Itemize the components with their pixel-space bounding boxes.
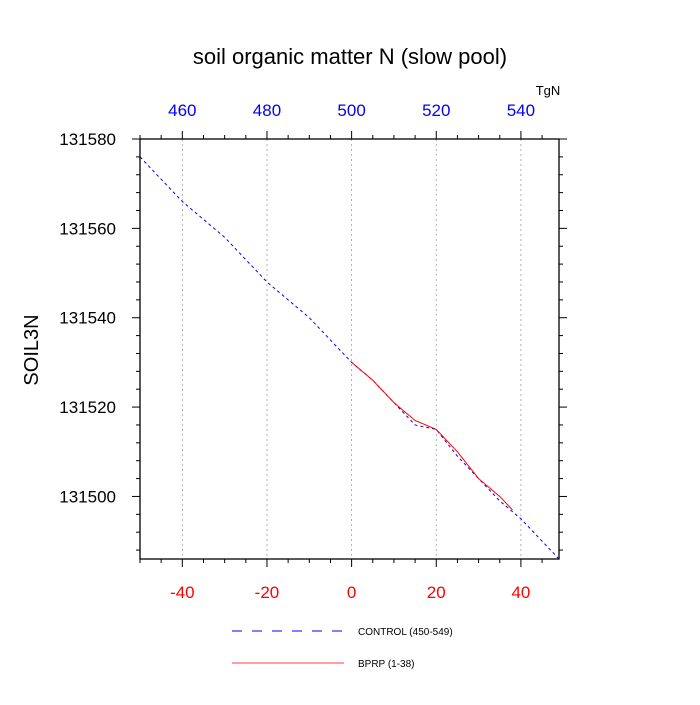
legend: CONTROL (450-549) BPRP (1-38) xyxy=(232,627,453,670)
grid-lines xyxy=(181,139,522,559)
x-tick-label-top: 500 xyxy=(337,101,365,120)
bottom-axis-tick-labels: -40 -20 0 20 40 xyxy=(170,583,530,602)
y-axis-label: SOIL3N xyxy=(21,314,43,385)
y-tick-label: 131560 xyxy=(59,219,116,238)
chart-title: soil organic matter N (slow pool) xyxy=(193,44,507,69)
x-tick-label-bottom: 0 xyxy=(347,583,356,602)
series-line-bprp xyxy=(351,362,513,511)
x-tick-label-bottom: 20 xyxy=(427,583,446,602)
y-tick-label: 131520 xyxy=(59,398,116,417)
legend-label-bprp: BPRP (1-38) xyxy=(358,659,415,670)
x-tick-label-top: 480 xyxy=(253,101,281,120)
legend-label-control: CONTROL (450-549) xyxy=(358,627,453,638)
y-tick-label: 131500 xyxy=(59,487,116,506)
top-axis-tick-labels: 460 480 500 520 540 xyxy=(168,101,535,120)
series-line-control xyxy=(139,156,560,560)
x-tick-label-top: 540 xyxy=(507,101,535,120)
x-tick-label-top: 460 xyxy=(168,101,196,120)
tick-marks xyxy=(132,131,567,567)
x-tick-label-bottom: 40 xyxy=(511,583,530,602)
x-tick-label-bottom: -20 xyxy=(255,583,280,602)
series-layer xyxy=(139,156,560,560)
top-axis-unit-label: TgN xyxy=(536,83,561,98)
y-tick-label: 131580 xyxy=(59,130,116,149)
plot-frame xyxy=(139,138,560,560)
y-tick-label: 131540 xyxy=(59,309,116,328)
x-tick-label-bottom: -40 xyxy=(170,583,195,602)
x-tick-label-top: 520 xyxy=(422,101,450,120)
y-axis-tick-labels: 131500 131520 131540 131560 131580 xyxy=(59,130,116,506)
